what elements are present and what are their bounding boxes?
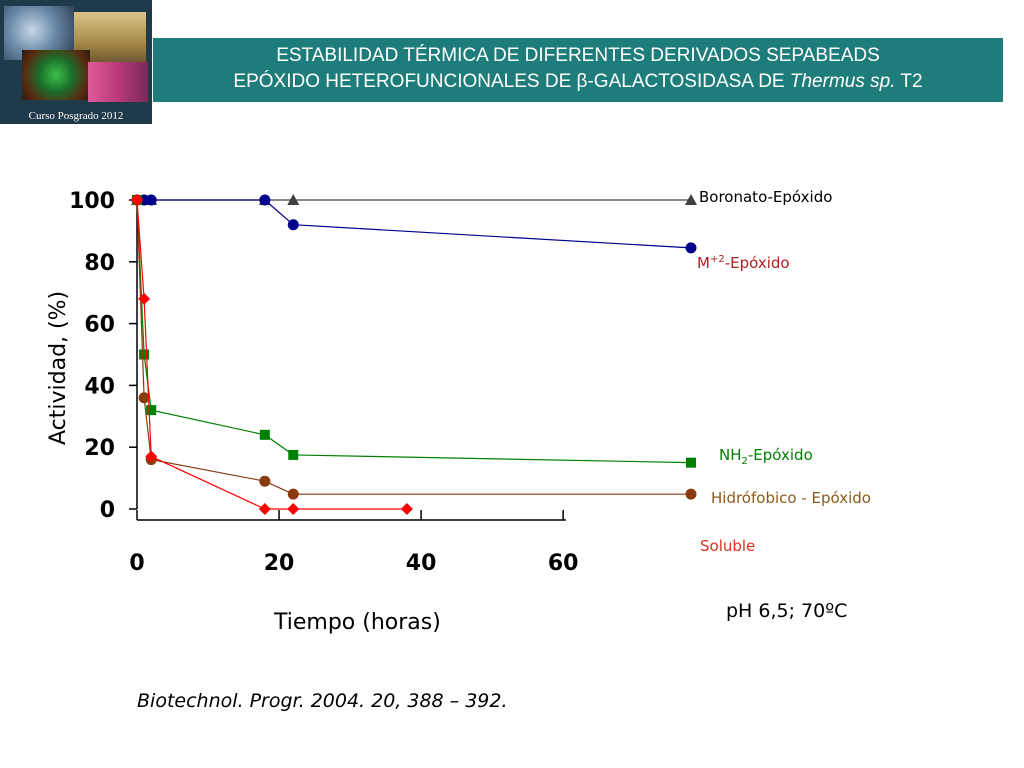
point-m2-4 xyxy=(287,219,299,231)
y-tick-label-60: 60 xyxy=(84,313,115,338)
series-line-m2 xyxy=(137,199,692,249)
y-tick-label-100: 100 xyxy=(69,189,115,214)
x-tick-label-20: 20 xyxy=(264,551,295,576)
series-hidrofobico xyxy=(131,194,697,500)
x-tick-label-0: 0 xyxy=(129,551,144,576)
point-soluble-0 xyxy=(131,194,143,206)
protein-structure-image xyxy=(22,50,90,100)
x-tick-label-40: 40 xyxy=(406,551,437,576)
point-m2-3 xyxy=(259,194,271,206)
point-boronato-4 xyxy=(287,194,300,205)
point-soluble-5 xyxy=(400,503,413,515)
title-beta: β xyxy=(576,71,588,92)
point-soluble-3 xyxy=(258,503,271,515)
series-line-nh2 xyxy=(136,199,692,464)
label-m2-epoxido: M+2-Epóxido xyxy=(697,254,790,272)
y-tick-label-80: 80 xyxy=(84,251,115,276)
point-nh2-4 xyxy=(288,449,299,460)
title-line-2: EPÓXIDO HETEROFUNCIONALES DE β-GALACTOSI… xyxy=(153,69,1003,95)
point-m2-2 xyxy=(145,194,157,206)
series-soluble xyxy=(131,194,413,515)
y-tick-label-0: 0 xyxy=(100,498,115,523)
point-boronato-5 xyxy=(685,194,697,205)
title-line-2-part-a: EPÓXIDO HETEROFUNCIONALES DE xyxy=(233,71,577,92)
chart-series xyxy=(131,194,697,515)
y-axis-label: Actividad, (%) xyxy=(46,290,71,445)
title-line-2-part-b: -GALACTOSIDASA DE xyxy=(587,71,790,92)
point-soluble-2 xyxy=(145,450,158,463)
y-tick-label-20: 20 xyxy=(84,436,115,461)
label-nh2-epoxido: NH2-Epóxido xyxy=(719,446,813,467)
point-nh2-2 xyxy=(146,405,157,416)
logo-caption: Curso Posgrado 2012 xyxy=(28,110,124,122)
x-tick-label-60: 60 xyxy=(548,551,579,576)
slide-title: ESTABILIDAD TÉRMICA DE DIFERENTES DERIVA… xyxy=(153,38,1003,102)
series-line-soluble xyxy=(136,199,407,510)
title-line-1: ESTABILIDAD TÉRMICA DE DIFERENTES DERIVA… xyxy=(276,45,880,66)
x-axis-label: Tiempo (horas) xyxy=(274,610,441,635)
course-logo: Curso Posgrado 2012 xyxy=(0,0,152,124)
point-nh2-5 xyxy=(686,457,696,468)
point-soluble-1 xyxy=(138,292,151,305)
label-hidrofobico-epoxido: Hidrófobico - Epóxido xyxy=(711,489,871,507)
point-hidrofobico-1 xyxy=(138,392,150,404)
label-soluble: Soluble xyxy=(700,537,756,555)
series-m2 xyxy=(131,194,697,254)
series-line-hidrofobico xyxy=(136,199,691,495)
series-nh2 xyxy=(132,195,696,468)
point-soluble-4 xyxy=(287,503,300,515)
pink-vials-image xyxy=(88,62,148,102)
point-nh2-1 xyxy=(139,349,150,360)
citation-reference: Biotechnol. Progr. 2004. 20, 388 – 392. xyxy=(137,690,508,712)
point-hidrofobico-4 xyxy=(287,488,299,500)
point-m2-5 xyxy=(685,242,697,254)
experiment-conditions: pH 6,5; 70ºC xyxy=(726,600,848,622)
point-hidrofobico-3 xyxy=(259,475,271,487)
point-nh2-3 xyxy=(259,429,270,440)
label-boronato-epoxido: Boronato-Epóxido xyxy=(699,188,833,206)
chart-axes: 0 20 40 60 80 100 0 20 40 60 xyxy=(69,189,578,576)
title-line-2-part-c: T2 xyxy=(895,71,923,92)
y-tick-label-40: 40 xyxy=(84,374,115,399)
title-organism: Thermus sp. xyxy=(789,71,896,92)
point-hidrofobico-5 xyxy=(685,488,697,500)
